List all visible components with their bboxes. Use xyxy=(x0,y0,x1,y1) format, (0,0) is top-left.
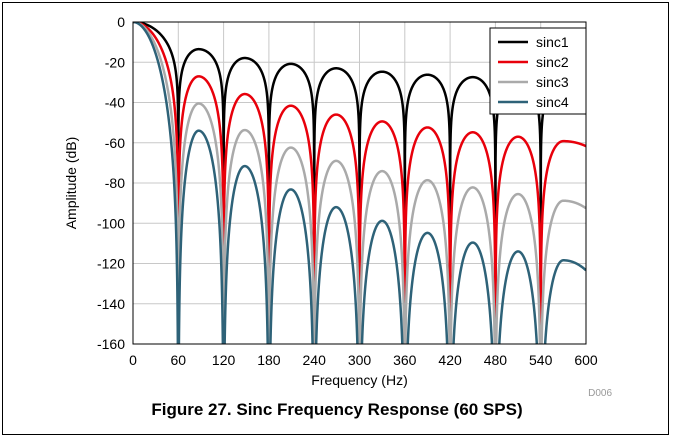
x-tick-label: 120 xyxy=(212,352,236,368)
x-tick-label: 240 xyxy=(303,352,327,368)
x-tick-label: 0 xyxy=(129,352,137,368)
series-line-sinc4 xyxy=(133,22,586,344)
document-code: D006 xyxy=(588,388,612,399)
legend-label-sinc2: sinc2 xyxy=(536,54,569,70)
y-tick-label: -20 xyxy=(105,54,125,70)
y-tick-label: -60 xyxy=(105,135,125,151)
legend-label-sinc4: sinc4 xyxy=(536,94,569,110)
legend: sinc1 sinc2 sinc3 sinc4 xyxy=(489,27,587,115)
legend-label-sinc3: sinc3 xyxy=(536,74,569,90)
x-tick-label: 180 xyxy=(257,352,281,368)
x-tick-label: 600 xyxy=(574,352,598,368)
sinc-frequency-chart: 0 60 120 180 240 300 360 420 480 540 600 0 -20 -40 -6… xyxy=(63,14,612,399)
x-tick-labels: 0 60 120 180 240 300 360 420 480 540 600 xyxy=(129,352,598,368)
x-tick-label: 360 xyxy=(393,352,417,368)
y-tick-label: -140 xyxy=(97,296,125,312)
plot-border xyxy=(132,21,587,345)
series-line-sinc2 xyxy=(133,22,586,344)
x-tick-label: 420 xyxy=(438,352,462,368)
x-tick-label: 300 xyxy=(348,352,372,368)
x-tick-label: 60 xyxy=(171,352,187,368)
y-axis-label: Amplitude (dB) xyxy=(63,137,79,230)
y-tick-label: 0 xyxy=(117,14,125,30)
x-tick-label: 540 xyxy=(529,352,553,368)
y-tick-label: -40 xyxy=(105,95,125,111)
y-tick-labels: 0 -20 -40 -60 -80 -100 -120 -140 -160 xyxy=(97,14,125,352)
y-tick-label: -120 xyxy=(97,256,125,272)
y-tick-label: -100 xyxy=(97,215,125,231)
x-tick-label: 480 xyxy=(484,352,508,368)
figure-frame xyxy=(2,2,669,435)
x-axis-label: Frequency (Hz) xyxy=(311,372,407,388)
y-tick-label: -80 xyxy=(105,175,125,191)
series-line-sinc3 xyxy=(133,22,586,344)
y-tick-label: -160 xyxy=(97,336,125,352)
legend-label-sinc1: sinc1 xyxy=(536,34,569,50)
figure-caption: Figure 27. Sinc Frequency Response (60 S… xyxy=(151,400,523,419)
